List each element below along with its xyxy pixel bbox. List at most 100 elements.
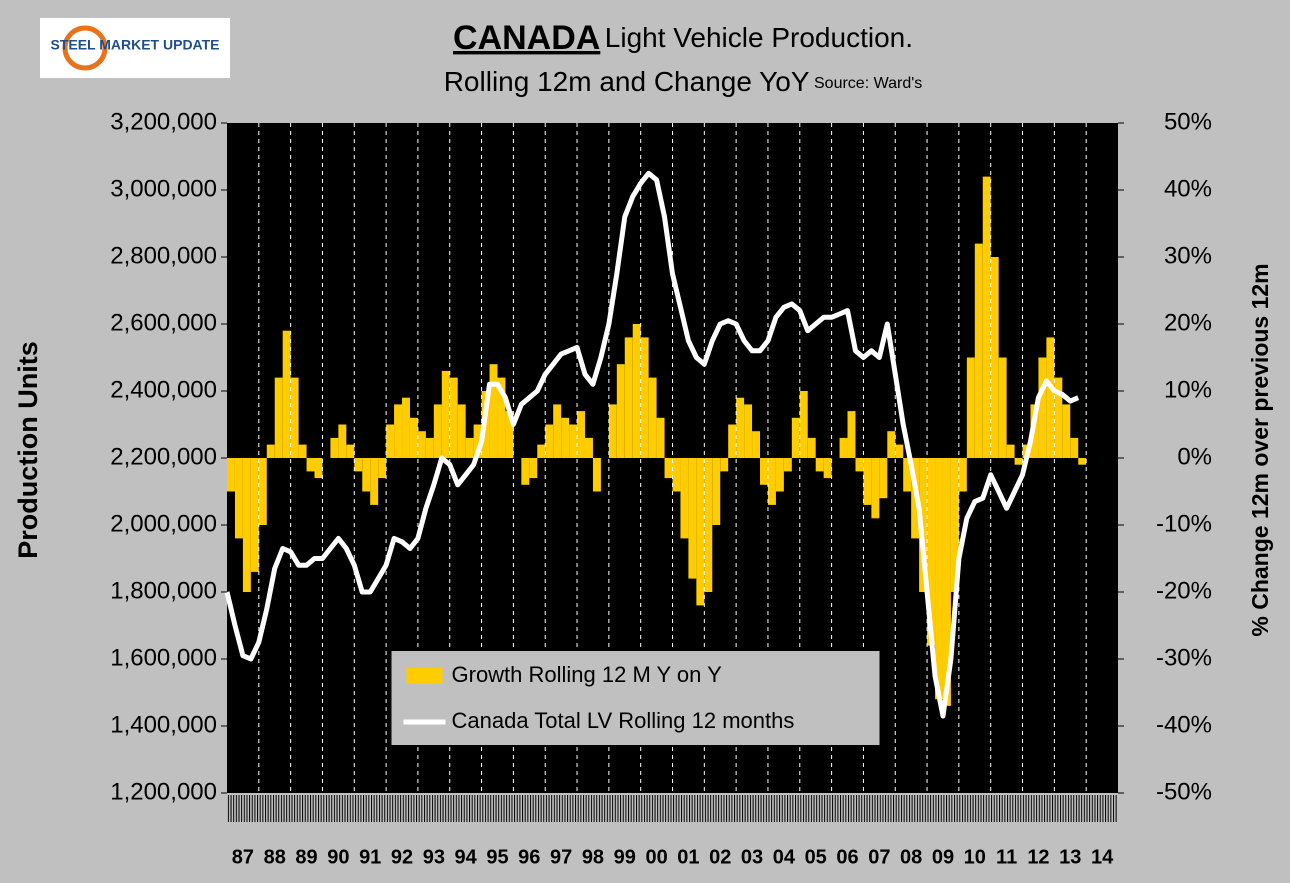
bar: [1054, 377, 1063, 458]
bar: [608, 404, 617, 458]
x-tick-label: 88: [264, 846, 286, 868]
bar: [744, 404, 753, 458]
chart-title: CANADA Light Vehicle Production.: [453, 19, 913, 57]
bar: [847, 411, 856, 458]
y2-tick-label: 40%: [1164, 175, 1212, 202]
y-tick-label: 2,600,000: [110, 309, 217, 336]
bar: [728, 424, 737, 458]
bar: [433, 404, 442, 458]
x-tick-label: 93: [423, 846, 445, 868]
logo-text: STEEL MARKET UPDATE: [50, 37, 219, 53]
x-tick-label: 97: [550, 846, 572, 868]
y-tick-label: 3,000,000: [110, 175, 217, 202]
bar: [561, 417, 570, 458]
bar: [966, 357, 975, 458]
x-tick-label: 02: [709, 846, 731, 868]
bar: [338, 424, 347, 458]
bar: [680, 458, 689, 539]
bar: [998, 357, 1007, 458]
plot-layer: [224, 170, 1087, 719]
bar: [242, 458, 251, 592]
bar: [266, 444, 275, 458]
bar: [648, 377, 657, 458]
y-axis-label: Production Units: [13, 341, 43, 559]
bar: [592, 458, 601, 492]
logo-ring: [62, 25, 108, 71]
bar: [386, 424, 395, 458]
bar: [274, 377, 283, 458]
bar: [815, 458, 824, 472]
subtitle: Rolling 12m and Change YoY: [444, 66, 810, 97]
bar: [990, 257, 999, 458]
y-tick-label: 1,400,000: [110, 711, 217, 738]
x-axis-hatch: [227, 795, 1118, 822]
bar: [656, 417, 665, 458]
logo-box: [40, 18, 230, 78]
bar: [346, 444, 355, 458]
bar: [712, 458, 721, 525]
y2-tick-label: 10%: [1164, 376, 1212, 403]
bar: [1014, 458, 1023, 465]
bar: [696, 458, 705, 606]
bar: [425, 437, 434, 458]
x-tick-label: 03: [741, 846, 763, 868]
bar: [823, 458, 832, 479]
bar: [489, 364, 498, 458]
y-tick-label: 2,000,000: [110, 510, 217, 537]
bar: [807, 437, 816, 458]
y2-tick-label: -40%: [1156, 711, 1212, 738]
bar: [441, 370, 450, 458]
bar: [935, 458, 943, 700]
bar: [791, 417, 800, 458]
bar: [290, 377, 299, 458]
x-tick-label: 96: [518, 846, 540, 868]
bar: [887, 431, 896, 458]
y2-tick-label: -20%: [1156, 577, 1212, 604]
bar: [402, 397, 410, 458]
bar: [903, 458, 912, 492]
bar: [752, 431, 761, 458]
bar: [505, 411, 514, 458]
bar: [775, 458, 784, 492]
x-tick-label: 05: [805, 846, 827, 868]
y2-tick-label: -30%: [1156, 644, 1212, 671]
y2-tick-label: 50%: [1164, 108, 1212, 135]
bar: [473, 424, 482, 458]
y2-tick-label: 30%: [1164, 242, 1212, 269]
y2-tick-label: -10%: [1156, 510, 1212, 537]
x-tick-label: 00: [645, 846, 667, 868]
x-tick-label: 12: [1027, 846, 1049, 868]
y2-tick-label: 20%: [1164, 309, 1212, 336]
bar: [537, 444, 546, 458]
bar: [258, 458, 267, 525]
y-tick-label: 3,200,000: [110, 108, 217, 135]
bar: [942, 458, 951, 706]
legend-label: Growth Rolling 12 M Y on Y: [452, 662, 723, 687]
legend-swatch: [406, 668, 443, 684]
x-tick-label: 90: [327, 846, 349, 868]
chart-subtitle: Rolling 12m and Change YoY Source: Ward'…: [444, 66, 923, 97]
bar: [664, 458, 673, 479]
bar: [1038, 357, 1047, 458]
bar: [457, 404, 466, 458]
bar: [306, 458, 315, 472]
bar: [783, 458, 792, 472]
bar: [465, 437, 474, 458]
source: Source: Ward's: [814, 75, 922, 92]
bar: [736, 397, 745, 458]
bar: [577, 411, 585, 458]
y2-tick-label: 0%: [1177, 443, 1212, 470]
bar: [1046, 337, 1055, 458]
y-tick-label: 1,600,000: [110, 644, 217, 671]
bar: [958, 458, 967, 492]
bar: [553, 404, 562, 458]
bar: [1062, 404, 1071, 458]
legend-label: Canada Total LV Rolling 12 months: [452, 708, 795, 733]
bar: [362, 458, 371, 492]
x-tick-label: 06: [836, 846, 858, 868]
bar: [799, 391, 808, 458]
bar: [982, 176, 991, 458]
bar: [863, 458, 872, 505]
bar: [250, 458, 259, 572]
